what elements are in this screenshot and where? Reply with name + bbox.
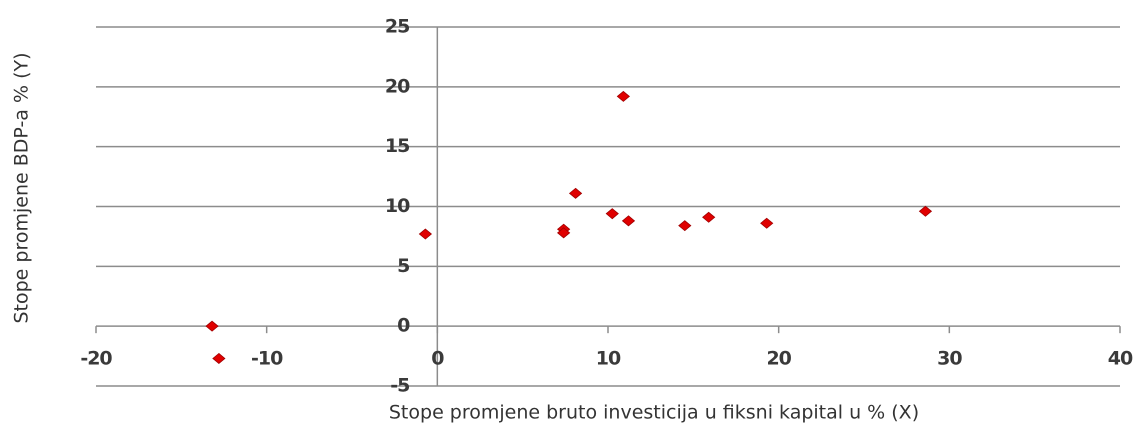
y-axis-title: Stope promjene BDP-a % (Y) — [11, 52, 33, 323]
y-tick-label: 25 — [385, 16, 409, 38]
point — [678, 220, 692, 232]
point — [568, 187, 583, 199]
point — [760, 217, 774, 229]
point — [205, 320, 219, 332]
x-tick-label: 10 — [596, 348, 621, 370]
y-tick-label: -5 — [390, 375, 409, 397]
x-tick-label: 30 — [937, 348, 962, 370]
x-tick-label: 20 — [766, 348, 791, 370]
y-tick-label: 15 — [385, 135, 409, 157]
x-axis-title: Stope promjene bruto investicija u fiksn… — [389, 402, 919, 424]
y-tick-label: 5 — [397, 255, 409, 277]
point — [621, 215, 636, 227]
point — [616, 90, 630, 102]
point — [702, 211, 716, 223]
point — [605, 208, 619, 220]
point — [418, 228, 433, 240]
x-tick-label: -20 — [80, 348, 112, 370]
point — [918, 205, 933, 217]
x-tick-label: 0 — [431, 348, 444, 370]
y-tick-label: 0 — [397, 315, 410, 337]
y-tick-label: 20 — [385, 75, 410, 97]
point — [212, 352, 226, 364]
x-tick-label: 40 — [1108, 348, 1133, 370]
x-tick-label: -10 — [251, 348, 283, 370]
y-tick-label: 10 — [385, 195, 410, 217]
point — [557, 227, 571, 239]
